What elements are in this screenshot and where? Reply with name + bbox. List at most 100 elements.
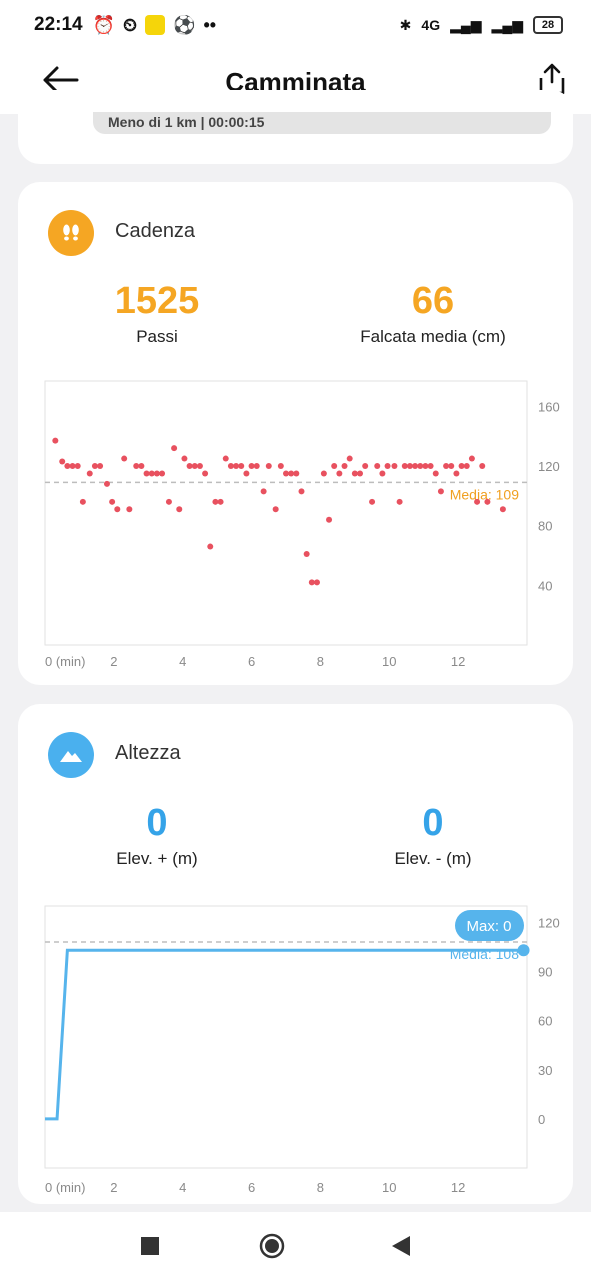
back-button-icon[interactable] (391, 1236, 410, 1256)
alt-y-tick-label: 0 (538, 1112, 545, 1127)
max-badge (455, 910, 524, 941)
cadence-point (69, 463, 76, 470)
cadence-point (52, 437, 59, 444)
cadence-point (97, 463, 104, 470)
cadence-point (202, 470, 209, 477)
cadence-point (406, 463, 413, 470)
distance-duration-bar: Meno di 1 km | 00:00:15 (93, 112, 551, 134)
cadence-point (253, 463, 260, 470)
cad-x-origin-label: 0 (min) (45, 654, 85, 669)
cadence-point (148, 470, 155, 477)
alt-x-tick-label: 6 (248, 1180, 255, 1195)
status-bar: 22:14 ⏰ ⏲ ⚽ •• ✱ 4G ▂▄▆ ▂▄▆ 28 (0, 0, 591, 50)
cadence-point (303, 551, 310, 558)
cad-y-tick-label: 160 (538, 399, 560, 414)
cadence-point (443, 463, 450, 470)
cadence-point (181, 455, 188, 462)
cadence-point (346, 455, 353, 462)
cadence-point (351, 470, 358, 477)
signal-icon-2: ▂▄▆ (491, 16, 523, 33)
cadence-point (463, 463, 470, 470)
cadence-point (217, 498, 224, 505)
elevation-loss-metric: 0 Elev. - (m) (308, 803, 558, 869)
alt-y-tick-label: 60 (538, 1014, 552, 1029)
cadence-point (412, 463, 419, 470)
cadence-point (121, 455, 128, 462)
bluetooth-icon: ✱ (399, 16, 412, 33)
cadence-plot-area (44, 380, 528, 646)
cadence-point (391, 463, 398, 470)
cad-x-tick-label: 12 (451, 654, 465, 669)
cadence-point (165, 498, 172, 505)
alt-x-origin-label: 0 (min) (45, 1180, 85, 1195)
cadence-point (357, 470, 364, 477)
cad-x-tick-label: 10 (382, 654, 396, 669)
cadence-point (401, 463, 408, 470)
elevation-gain-label: Elev. + (m) (116, 849, 198, 868)
cadence-point (138, 463, 145, 470)
cadence-point (114, 506, 121, 513)
cadence-point (331, 463, 338, 470)
cadence-point (196, 463, 203, 470)
cadence-point (499, 506, 506, 513)
cadence-point (248, 463, 255, 470)
cadence-point (265, 463, 272, 470)
cadence-point (293, 470, 300, 477)
cadence-point (437, 488, 444, 495)
cadence-point (308, 579, 315, 586)
alt-x-tick-label: 10 (382, 1180, 396, 1195)
elevation-loss-label: Elev. - (m) (394, 849, 472, 868)
cad-x-tick-label: 8 (317, 654, 324, 669)
cadence-point (479, 463, 486, 470)
cadence-point (212, 498, 219, 505)
recents-button-icon[interactable] (140, 1237, 159, 1255)
cadence-point (86, 470, 93, 477)
cadence-point (143, 470, 150, 477)
cadence-point (277, 463, 284, 470)
cadence-point (272, 506, 279, 513)
altitude-end-point (517, 944, 530, 957)
cad-y-tick-label: 40 (538, 578, 552, 593)
steps-value: 1525 (114, 280, 200, 322)
cadence-point (474, 498, 481, 505)
mountain-icon (48, 732, 94, 778)
cadence-mean-label: Media: 109 (450, 486, 519, 502)
cadence-point (369, 498, 376, 505)
cadence-point (283, 470, 289, 477)
status-time: 22:14 (34, 14, 83, 35)
cadence-point (59, 458, 66, 465)
cadence-title: Cadenza (115, 220, 196, 242)
cadence-point (341, 463, 348, 470)
cadence-point (227, 463, 234, 470)
steps-metric: 1525 Passi (32, 281, 282, 347)
cadence-point (238, 463, 245, 470)
cadence-point (64, 463, 71, 470)
cadence-point (374, 463, 381, 470)
alt-x-tick-label: 8 (317, 1180, 324, 1195)
cadence-point (468, 455, 475, 462)
cad-x-tick-label: 2 (110, 654, 117, 669)
cadence-point (336, 470, 343, 477)
stride-metric: 66 Falcata media (cm) (308, 281, 558, 347)
altitude-chart: 120 90 60 30 0 0 (min) 2 4 6 8 10 12 Media: 108 Ma… (44, 905, 560, 1195)
stride-value: 66 (411, 280, 455, 322)
cadence-point (484, 498, 491, 505)
home-button-icon[interactable] (259, 1233, 284, 1259)
footprints-icon (48, 210, 94, 256)
cadence-point (171, 445, 178, 452)
cadence-chart: 160 120 80 40 0 (min) 2 4 6 8 10 12 Media: 109 (44, 380, 560, 669)
max-badge-label: Max: 0 (466, 918, 511, 935)
cadence-point (458, 463, 465, 470)
cad-y-tick-label: 120 (538, 459, 560, 474)
cadence-point (191, 463, 198, 470)
alt-x-tick-label: 12 (451, 1180, 465, 1195)
cad-x-tick-label: 6 (248, 654, 255, 669)
cadence-point (448, 463, 455, 470)
cadence-point (74, 463, 81, 470)
cadence-point (422, 463, 429, 470)
stride-label: Falcata media (cm) (360, 327, 506, 346)
cadence-point (326, 516, 333, 523)
cadence-point (109, 498, 116, 505)
elevation-loss-value: 0 (422, 802, 444, 844)
cadence-point (159, 470, 166, 477)
